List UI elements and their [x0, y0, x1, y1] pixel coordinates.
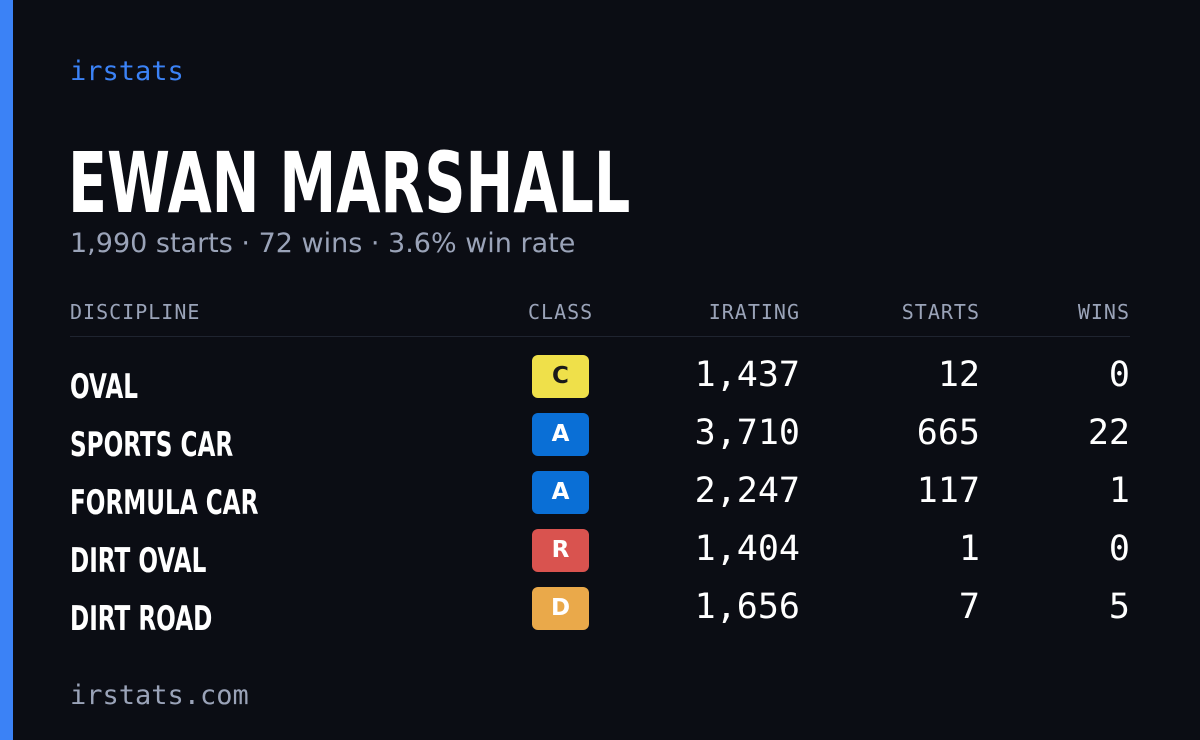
irating-value: 1,656	[694, 587, 800, 627]
irating-value: 3,710	[694, 413, 800, 453]
wins-value: 1	[1108, 471, 1130, 511]
column-header-discipline: DISCIPLINE	[70, 300, 201, 324]
wins-value: 0	[1108, 529, 1130, 569]
discipline-name: OVAL	[70, 367, 138, 407]
footer-domain: irstats.com	[70, 680, 249, 711]
wins-value: 22	[1087, 413, 1130, 453]
wins-value: 0	[1108, 355, 1130, 395]
wins-value: 5	[1108, 587, 1130, 627]
table-row: DIRT OVAL R 1,404 1 0	[70, 525, 1130, 583]
starts-value: 7	[958, 587, 980, 627]
discipline-name: DIRT OVAL	[70, 541, 207, 581]
class-badge: R	[532, 529, 589, 572]
table-row: SPORTS CAR A 3,710 665 22	[70, 409, 1130, 467]
table-row: FORMULA CAR A 2,247 117 1	[70, 467, 1130, 525]
column-header-wins: WINS	[1077, 300, 1130, 324]
driver-summary: 1,990 starts · 72 wins · 3.6% win rate	[70, 228, 576, 259]
table-row: DIRT ROAD D 1,656 7 5	[70, 583, 1130, 641]
column-header-class: CLASS	[528, 300, 594, 324]
irating-value: 2,247	[694, 471, 800, 511]
discipline-name: DIRT ROAD	[70, 599, 213, 639]
brand-logo-text: irstats	[70, 56, 184, 87]
class-badge: D	[532, 587, 589, 630]
driver-name: EWAN MARSHALL	[68, 134, 631, 232]
table-row: OVAL C 1,437 12 0	[70, 351, 1130, 409]
starts-value: 12	[937, 355, 980, 395]
class-badge: C	[532, 355, 589, 398]
table-header: DISCIPLINE CLASS IRATING STARTS WINS	[70, 296, 1130, 337]
accent-bar	[0, 0, 13, 740]
starts-value: 1	[958, 529, 980, 569]
irating-value: 1,404	[694, 529, 800, 569]
class-badge: A	[532, 471, 589, 514]
starts-value: 117	[916, 471, 980, 511]
discipline-name: SPORTS CAR	[70, 425, 234, 465]
table-body: OVAL C 1,437 12 0 SPORTS CAR A 3,710 665…	[70, 351, 1130, 641]
column-header-starts: STARTS	[901, 300, 980, 324]
license-table: DISCIPLINE CLASS IRATING STARTS WINS OVA…	[70, 296, 1130, 641]
irating-value: 1,437	[694, 355, 800, 395]
discipline-name: FORMULA CAR	[70, 483, 259, 523]
class-badge: A	[532, 413, 589, 456]
starts-value: 665	[916, 413, 980, 453]
column-header-irating: IRATING	[708, 300, 800, 324]
